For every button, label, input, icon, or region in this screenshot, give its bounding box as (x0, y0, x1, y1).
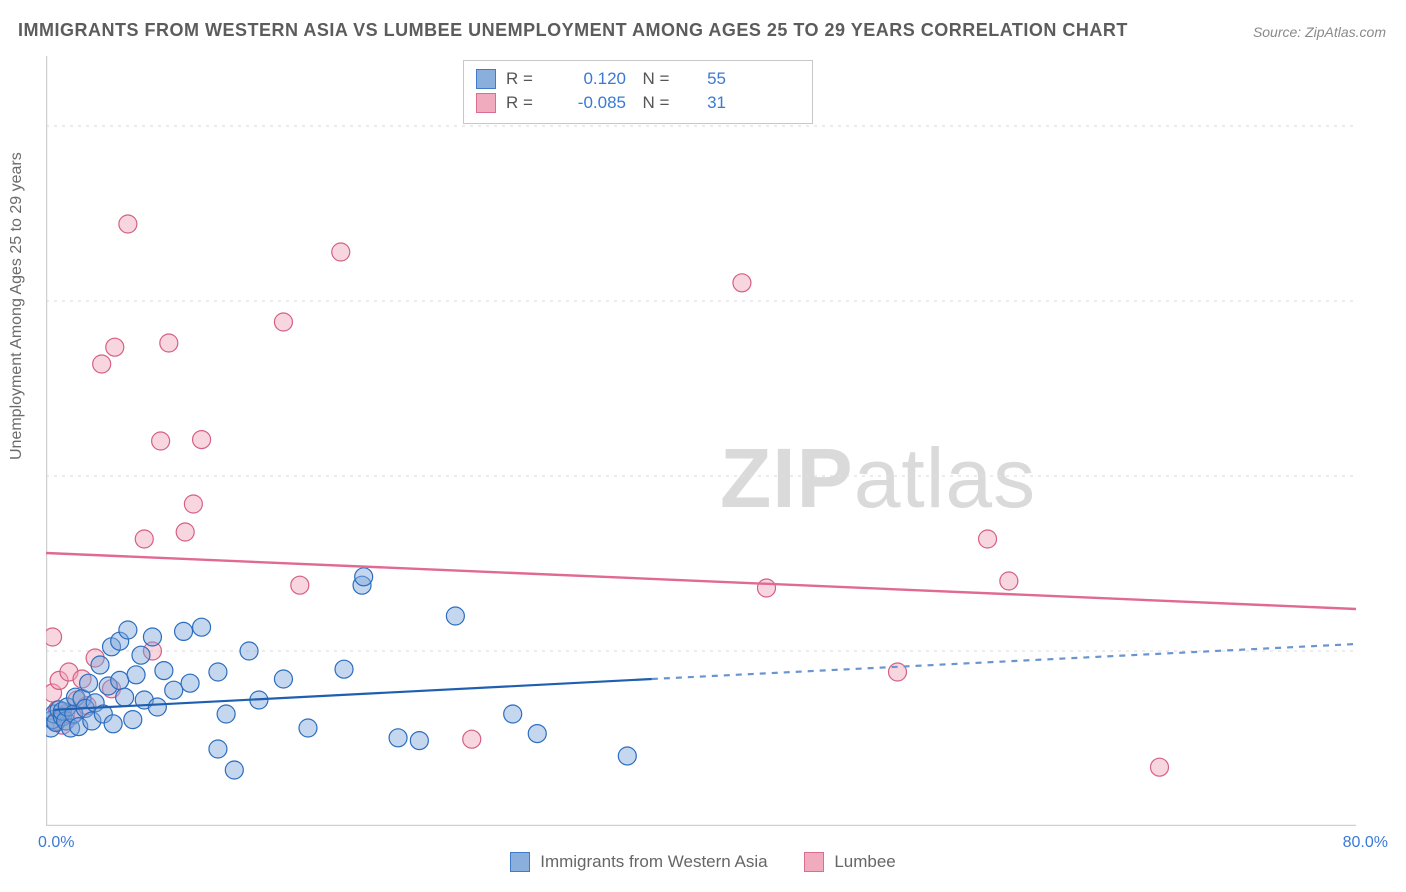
source-label: Source: ZipAtlas.com (1253, 24, 1386, 40)
legend-row-b: R = -0.085 N = 31 (476, 91, 800, 115)
legend-label-b: Lumbee (834, 852, 895, 872)
legend-item-a: Immigrants from Western Asia (510, 852, 767, 872)
scatter-plot (46, 56, 1356, 826)
legend-row-a: R = 0.120 N = 55 (476, 67, 800, 91)
legend-r-label-b: R = (506, 91, 546, 115)
legend-swatch-a (476, 69, 496, 89)
legend-label-a: Immigrants from Western Asia (540, 852, 767, 872)
chart-title: IMMIGRANTS FROM WESTERN ASIA VS LUMBEE U… (18, 20, 1128, 41)
legend-swatch-b (476, 93, 496, 113)
legend-r-value-b: -0.085 (556, 91, 626, 115)
xtick-80: 80.0% (1343, 834, 1388, 852)
legend-n-label-a: N = (636, 67, 676, 91)
legend-swatch-a-bottom (510, 852, 530, 872)
legend-n-value-b: 31 (686, 91, 726, 115)
legend-n-label-b: N = (636, 91, 676, 115)
legend-item-b: Lumbee (804, 852, 895, 872)
correlation-legend: R = 0.120 N = 55 R = -0.085 N = 31 (463, 60, 813, 124)
xtick-0: 0.0% (38, 834, 74, 852)
legend-r-value-a: 0.120 (556, 67, 626, 91)
legend-r-label-a: R = (506, 67, 546, 91)
y-axis-label: Unemployment Among Ages 25 to 29 years (8, 152, 26, 460)
series-legend: Immigrants from Western Asia Lumbee (0, 852, 1406, 877)
legend-swatch-b-bottom (804, 852, 824, 872)
legend-n-value-a: 55 (686, 67, 726, 91)
chart-svg (46, 56, 1356, 826)
